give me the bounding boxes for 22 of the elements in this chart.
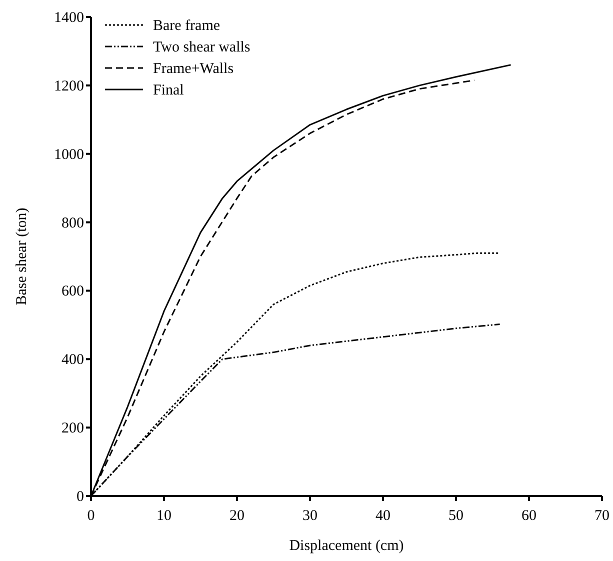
x-tick-label: 20 bbox=[230, 508, 244, 524]
y-tick-label: 0 bbox=[76, 489, 84, 505]
y-tick-label: 200 bbox=[62, 420, 84, 437]
y-tick-label: 600 bbox=[62, 284, 84, 300]
y-tick-label: 400 bbox=[62, 352, 84, 368]
x-tick-label: 70 bbox=[594, 508, 610, 524]
legend-label: Two shear walls bbox=[153, 40, 250, 56]
y-tick-label: 1400 bbox=[54, 10, 84, 26]
y-tick-label: 800 bbox=[62, 215, 84, 232]
y-tick-label: 1000 bbox=[54, 146, 84, 163]
legend-label: Final bbox=[153, 82, 184, 98]
x-tick-label: 40 bbox=[376, 508, 390, 524]
y-axis-title: Base shear (ton) bbox=[14, 208, 30, 306]
x-tick-label: 30 bbox=[302, 508, 318, 524]
y-tick-label: 1200 bbox=[54, 78, 84, 94]
x-tick-label: 0 bbox=[87, 508, 95, 524]
legend-label: Bare frame bbox=[153, 18, 220, 34]
x-tick-label: 50 bbox=[448, 508, 464, 524]
x-axis-title: Displacement (cm) bbox=[289, 538, 404, 554]
legend-label: Frame+Walls bbox=[153, 61, 234, 77]
x-tick-label: 60 bbox=[522, 508, 536, 524]
x-tick-label: 10 bbox=[156, 508, 172, 524]
